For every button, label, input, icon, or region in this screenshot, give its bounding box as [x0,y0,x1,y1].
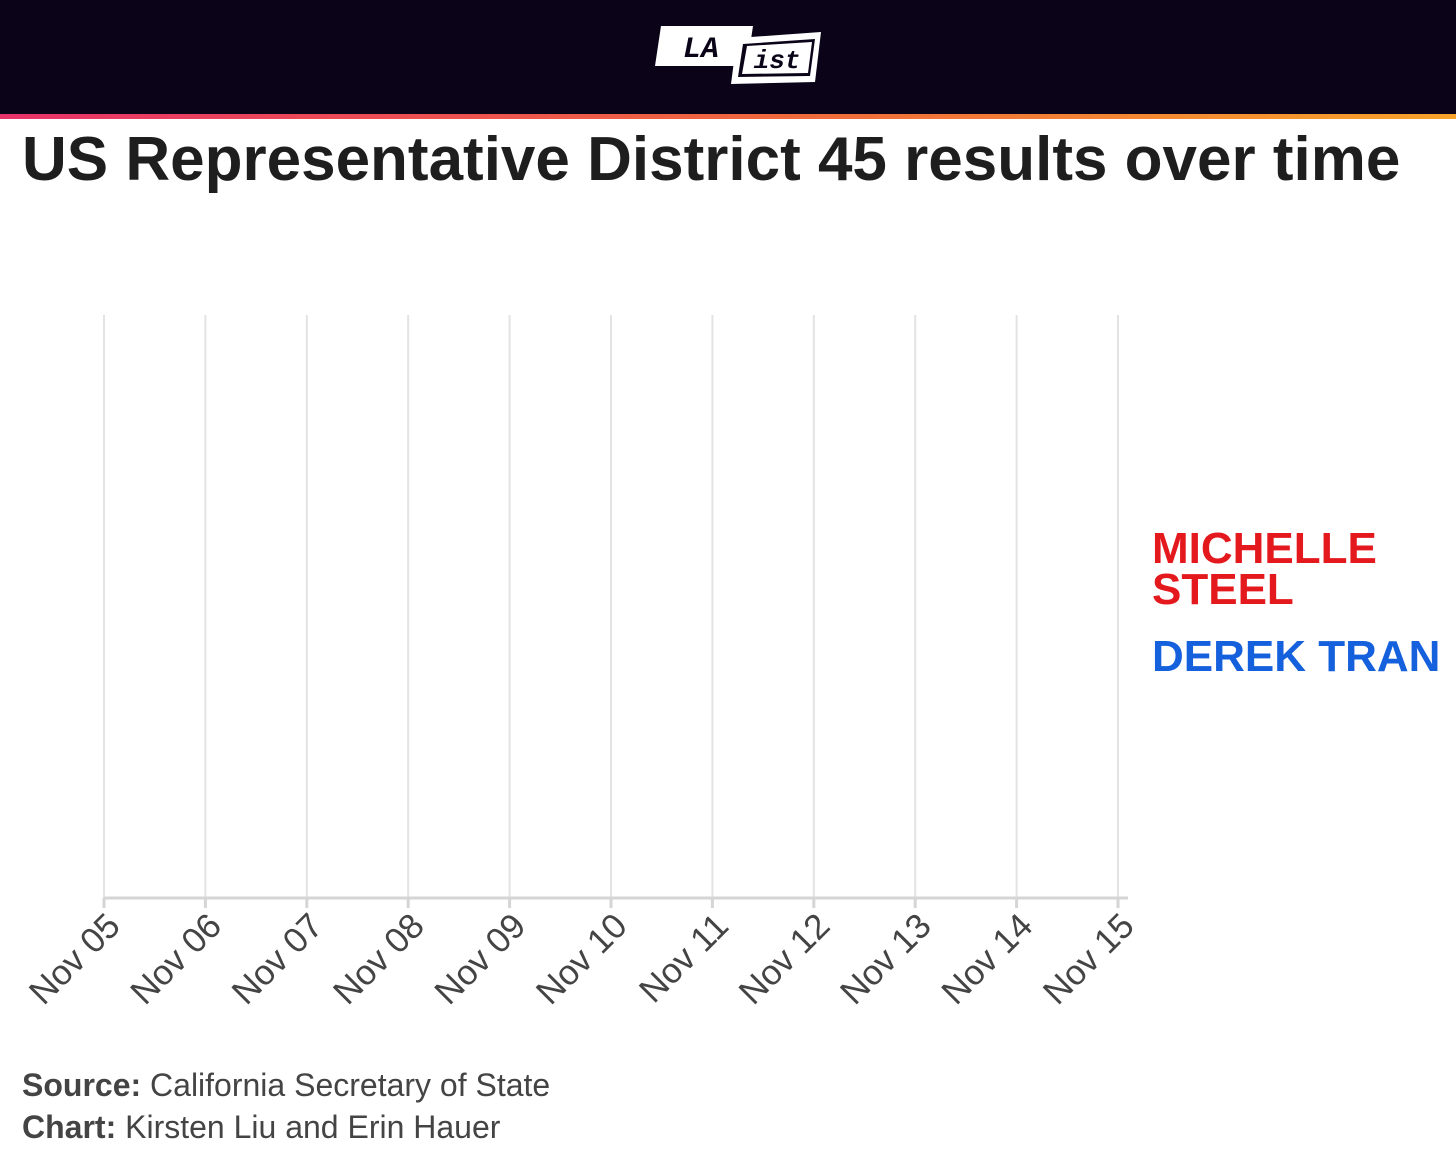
logo-main-text: LA [683,33,719,67]
source-value: California Secretary of State [150,1067,551,1103]
x-tick-label: Nov 11 [632,906,736,1010]
accent-line [0,114,1456,119]
credit-value: Kirsten Liu and Erin Hauer [125,1109,501,1145]
header-bar: LA ist [0,0,1456,114]
x-tick-label: Nov 10 [529,906,635,1012]
legend-steel-line2: STEEL [1152,565,1294,614]
x-tick-label: Nov 07 [224,906,330,1012]
source-label: Source: [22,1067,142,1103]
x-tick-label: Nov 08 [326,906,432,1012]
credit-label: Chart: [22,1109,117,1145]
x-tick-label: Nov 09 [427,906,533,1012]
x-tick-label: Nov 06 [123,906,229,1012]
x-tick-label: Nov 14 [934,906,1040,1012]
x-tick-label: Nov 12 [731,906,837,1012]
legend-tran: DEREK TRAN [1152,632,1440,681]
x-tick-label: Nov 13 [833,906,939,1012]
logo-sub-text: ist [754,46,801,76]
x-tick-label: Nov 15 [1036,906,1142,1012]
grid [103,315,1119,898]
source-line: Source: California Secretary of State [22,1064,550,1106]
legend-steel-line1: MICHELLE [1152,524,1377,573]
credit-line: Chart: Kirsten Liu and Erin Hauer [22,1106,550,1148]
chart-title: US Representative District 45 results ov… [22,125,1401,194]
laist-logo[interactable]: LA ist [655,22,825,86]
chart-footer: Source: California Secretary of State Ch… [22,1064,550,1148]
x-tick-label: Nov 05 [22,906,128,1012]
